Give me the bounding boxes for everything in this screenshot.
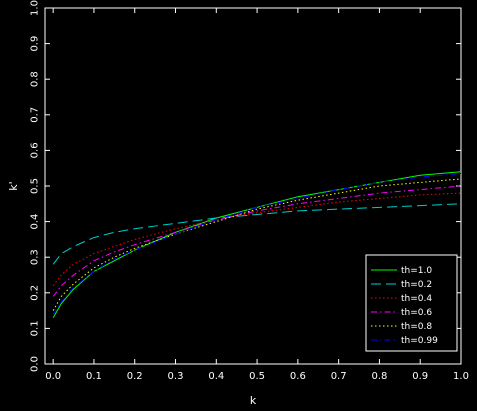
legend-entry-label: th=0.4 <box>401 294 432 304</box>
y-tick-label: 0.2 <box>30 285 41 301</box>
legend: th=1.0 th=0.2 th=0.4 th=0.6 th=0.8 th=0.99 <box>365 254 458 352</box>
y-tick-label: 0.8 <box>30 71 41 87</box>
x-tick-label: 0.9 <box>412 371 428 382</box>
x-tick-label: 0.2 <box>127 371 143 382</box>
legend-entry-label: th=1.0 <box>401 266 432 276</box>
x-tick-label: 0.3 <box>168 371 184 382</box>
x-tick-label: 0.7 <box>331 371 347 382</box>
y-tick-label: 0.4 <box>30 214 41 230</box>
x-axis-label: k <box>250 394 257 407</box>
y-tick-label: 0.3 <box>30 249 41 265</box>
x-tick-label: 1.0 <box>453 371 469 382</box>
legend-entry-label: th=0.6 <box>401 308 432 318</box>
series-line <box>52 173 462 315</box>
x-tick-label: 0.5 <box>249 371 265 382</box>
y-tick-label: 0.7 <box>30 107 41 123</box>
series-line <box>52 192 462 287</box>
legend-box <box>365 254 458 352</box>
y-tick-label: 0.5 <box>30 178 41 194</box>
axis-ticks: 0.0 0.1 0.2 0.3 0.4 0.5 0.6 0.7 0.8 0.9 1.0 0.0 0.1 0… <box>30 0 469 382</box>
y-tick-label: 0.1 <box>30 320 41 336</box>
y-tick-label: 0.9 <box>30 36 41 52</box>
series-line <box>52 185 462 297</box>
x-tick-label: 0.4 <box>208 371 224 382</box>
series-lines <box>52 171 462 318</box>
y-axis-label: k' <box>7 181 20 190</box>
legend-entry-label: th=0.8 <box>401 322 432 332</box>
y-tick-label: 0.6 <box>30 142 41 158</box>
x-tick-label: 0.1 <box>86 371 102 382</box>
y-tick-label: 0.0 <box>30 356 41 372</box>
y-tick-label: 1.0 <box>30 0 41 16</box>
legend-entry-label: th=0.2 <box>401 280 432 290</box>
x-tick-label: 0.8 <box>371 371 387 382</box>
x-tick-label: 0.0 <box>45 371 61 382</box>
x-tick-label: 0.6 <box>290 371 306 382</box>
series-line <box>52 203 462 265</box>
legend-entry-label: th=0.99 <box>401 336 438 346</box>
